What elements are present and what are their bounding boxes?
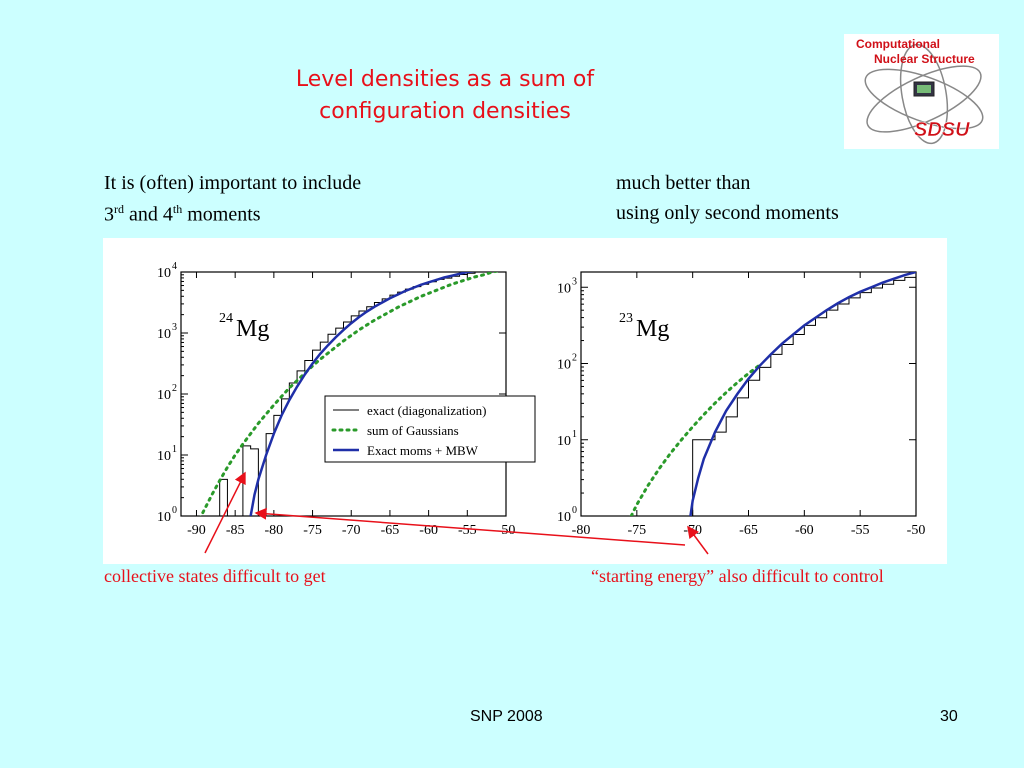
legend-label: sum of Gaussians xyxy=(367,423,459,438)
logo-graphic: Computational Nuclear Structure SDSU xyxy=(856,37,984,145)
y-tick-exponent: 2 xyxy=(572,353,577,364)
y-tick-label: 10 xyxy=(557,281,571,296)
x-tick-label: -85 xyxy=(226,523,245,538)
legend-box xyxy=(324,395,536,463)
title-line-2: configuration densities xyxy=(319,99,571,124)
x-tick-label: -75 xyxy=(627,523,646,538)
x-tick-label: -55 xyxy=(458,523,477,538)
y-tick-exponent: 1 xyxy=(572,429,577,440)
x-tick-label: -80 xyxy=(265,523,284,538)
series-mbw xyxy=(689,272,916,516)
x-tick-label: -50 xyxy=(497,523,516,538)
y-tick-label: 10 xyxy=(157,266,171,281)
legend-label: exact (diagonalization) xyxy=(367,403,486,418)
caption-right: “starting energy” also difficult to cont… xyxy=(591,566,884,586)
footer-right: 30 xyxy=(940,708,958,725)
y-tick-label: 10 xyxy=(157,327,171,342)
series-gaussians xyxy=(629,363,762,516)
series-mbw xyxy=(249,272,476,516)
left-text-line-2: 3rd and 4th moments xyxy=(104,202,261,227)
y-tick-exponent: 3 xyxy=(172,322,177,333)
series-exact-step xyxy=(211,272,484,516)
x-tick-label: -65 xyxy=(739,523,758,538)
right-text-line-2: using only second moments xyxy=(616,202,839,224)
y-tick-label: 10 xyxy=(157,449,171,464)
caption-left: collective states difficult to get xyxy=(104,566,326,586)
y-tick-exponent: 2 xyxy=(172,383,177,394)
legend-label: Exact moms + MBW xyxy=(367,443,479,458)
y-tick-label: 10 xyxy=(557,434,571,449)
slide-title: Level densities as a sum of configuratio… xyxy=(220,64,670,128)
x-tick-label: -70 xyxy=(342,523,361,538)
moment-and-4: and 4 xyxy=(124,203,173,226)
footer-left: SNP 2008 xyxy=(470,708,543,725)
moments-word: moments xyxy=(182,203,261,226)
isotope-mass: 24 xyxy=(219,311,233,326)
y-tick-label: 10 xyxy=(157,510,171,525)
x-tick-label: -80 xyxy=(572,523,591,538)
arrow-collective xyxy=(204,471,246,554)
x-tick-label: -65 xyxy=(381,523,400,538)
x-tick-label: -50 xyxy=(907,523,926,538)
logo-line-2: Nuclear Structure xyxy=(874,52,975,66)
logo-brand: SDSU xyxy=(914,119,970,141)
plots-panel: -90 -85 -80 -75 -70 -65 -60 -55 -50 10 0 10 1 10 2 10 3 1… xyxy=(103,238,947,564)
y-tick-label: 10 xyxy=(557,510,571,525)
x-tick-label: -90 xyxy=(187,523,206,538)
y-tick-exponent: 0 xyxy=(572,505,577,516)
title-line-1: Level densities as a sum of xyxy=(295,67,595,92)
x-tick-label: -60 xyxy=(795,523,814,538)
y-tick-label: 10 xyxy=(557,358,571,373)
y-tick-exponent: 1 xyxy=(172,444,177,455)
series-gaussians xyxy=(199,272,500,516)
x-tick-label: -55 xyxy=(851,523,870,538)
y-tick-exponent: 3 xyxy=(572,276,577,287)
y-tick-exponent: 4 xyxy=(172,261,177,272)
logo-line-1: Computational xyxy=(856,37,940,51)
sup-rd: rd xyxy=(114,202,124,216)
arrow-starting-energy xyxy=(687,525,709,555)
isotope-mass: 23 xyxy=(619,311,633,326)
left-text-line-1: It is (often) important to include xyxy=(104,172,362,194)
right-text-line-1: much better than xyxy=(616,172,751,194)
sdsu-logo: Computational Nuclear Structure SDSU xyxy=(844,34,999,149)
sup-th: th xyxy=(172,202,183,216)
y-tick-label: 10 xyxy=(157,388,171,403)
x-tick-label: -75 xyxy=(303,523,322,538)
isotope-element: Mg xyxy=(636,316,669,342)
arrow-cross-link xyxy=(254,507,686,546)
moment-3: 3 xyxy=(104,203,114,226)
series-exact-step xyxy=(692,276,916,516)
isotope-element: Mg xyxy=(236,316,269,342)
y-tick-exponent: 0 xyxy=(172,505,177,516)
